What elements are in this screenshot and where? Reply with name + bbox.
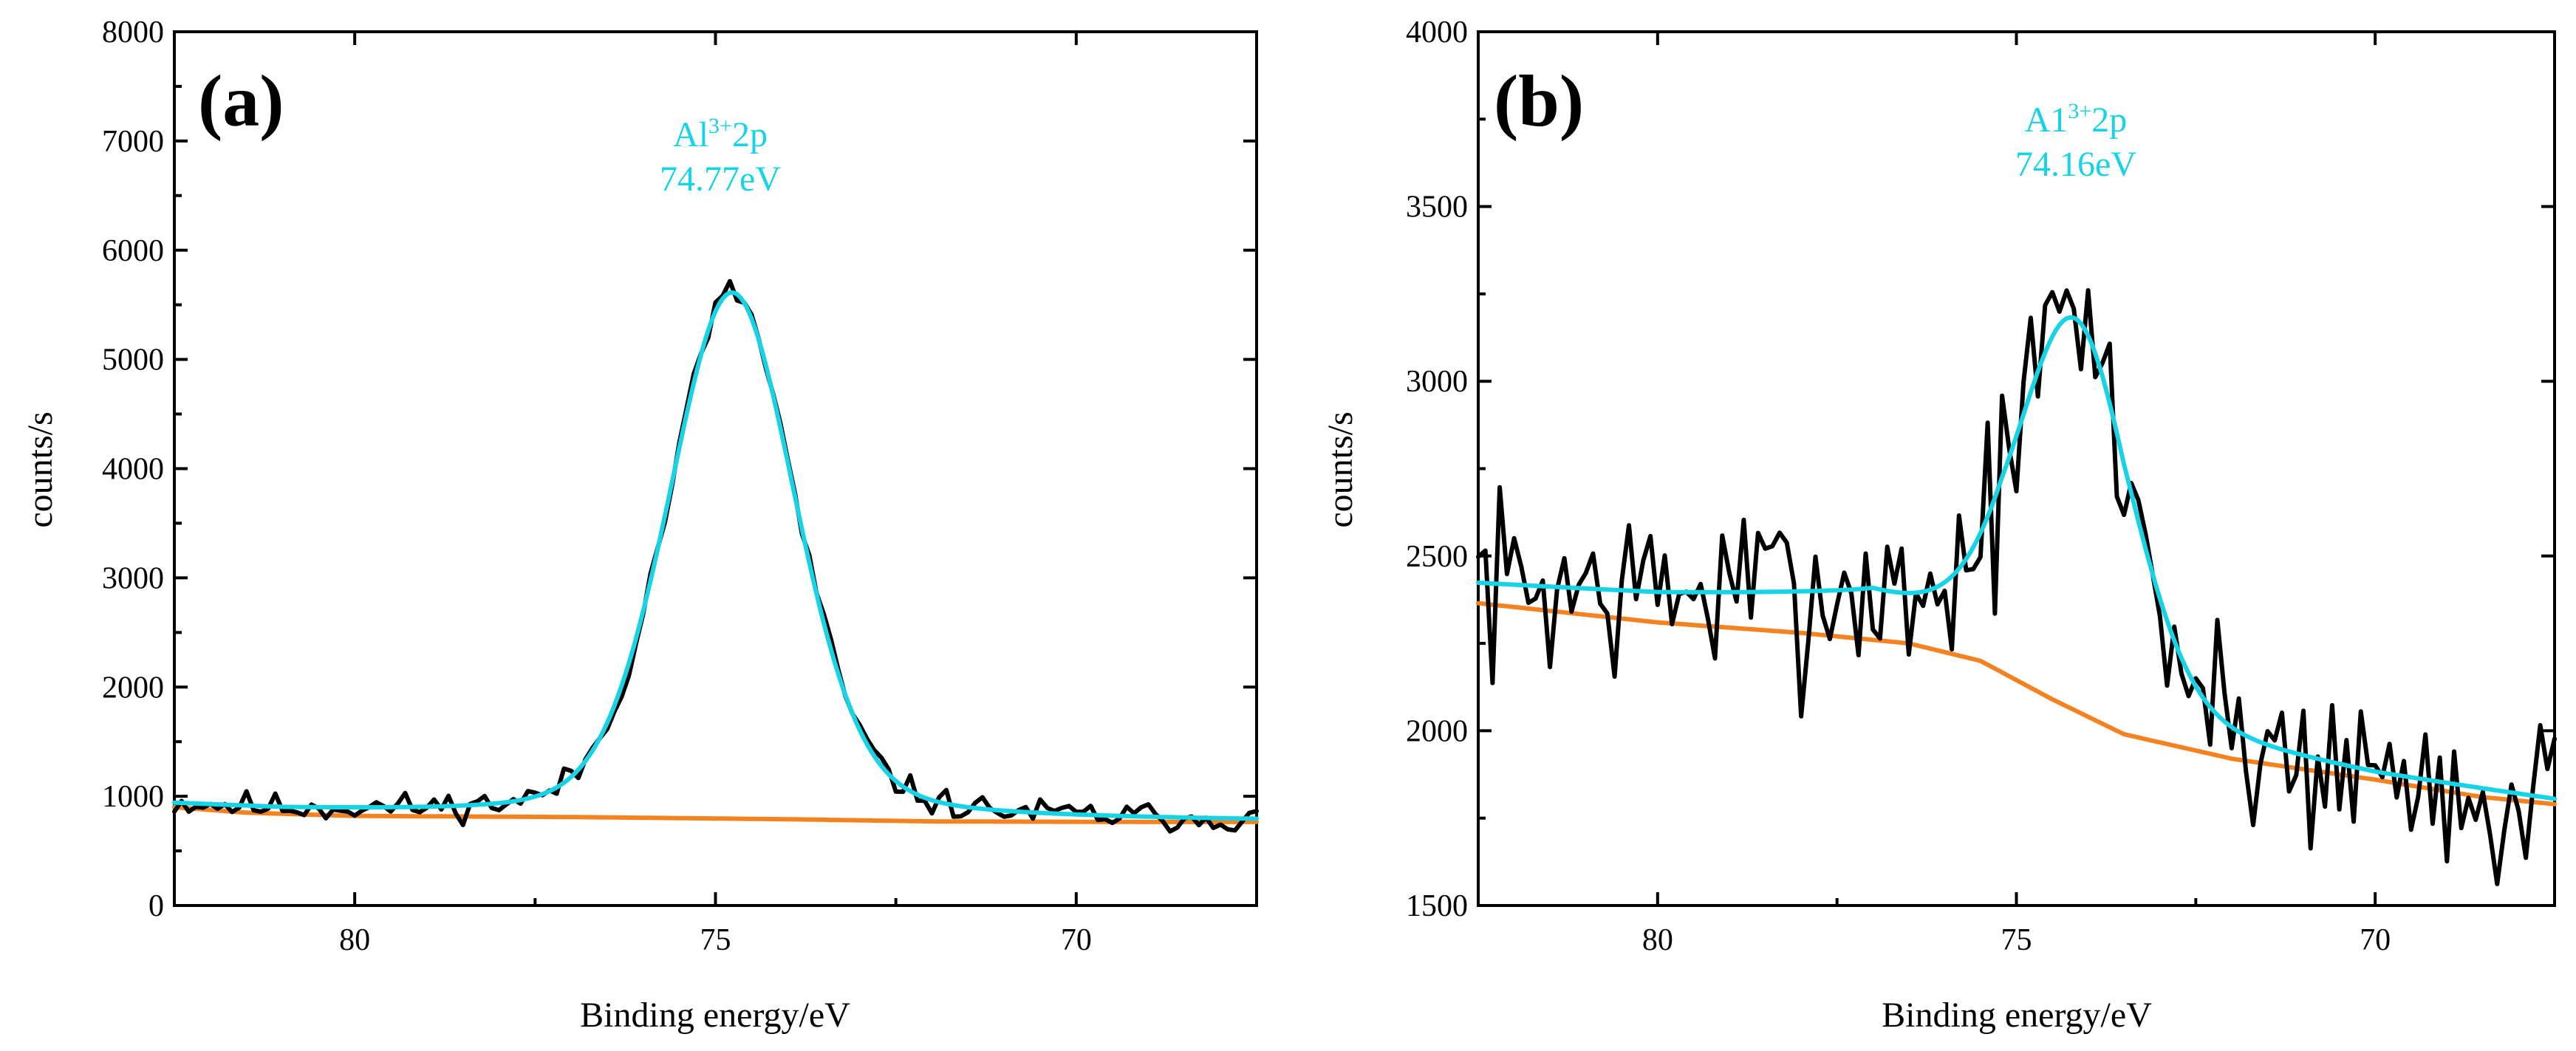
series-group-b <box>1476 288 2557 886</box>
series-line-background <box>1476 600 2557 807</box>
x-tick-label: 80 <box>1642 923 1673 957</box>
annotation-energy-a: 74.77eV <box>660 160 781 199</box>
y-tick-label: 4000 <box>1406 16 1468 49</box>
y-tick-label: 3000 <box>102 561 164 595</box>
y-axis-title-b: counts/s <box>1321 411 1360 527</box>
annotation-orbital-a: 2p <box>732 115 768 154</box>
annotation-superscript-b: 3+ <box>2068 99 2091 123</box>
y-tick-label: 2000 <box>1406 714 1468 748</box>
annotation-element-b: A1 <box>2025 100 2068 140</box>
annotation-element-a: Al <box>673 115 708 154</box>
series-group-a <box>172 278 1259 834</box>
y-tick-label: 7000 <box>102 125 164 159</box>
y-tick-label: 3000 <box>1406 365 1468 399</box>
y-tick-label: 6000 <box>102 234 164 268</box>
panel-label-b: (b) <box>1494 60 1584 142</box>
panel-b: 80 75 70 1500 2000 2500 3000 3500 4000 (b) A13+2… <box>1321 16 2557 1035</box>
x-axis-title-a: Binding energy/eV <box>580 996 850 1035</box>
y-tick-label: 1500 <box>1406 889 1468 923</box>
ticks-group-b: 80 75 70 1500 2000 2500 3000 3500 4000 <box>1406 16 2556 957</box>
annotation-energy-b: 74.16eV <box>2015 145 2136 184</box>
x-tick-label: 70 <box>1061 923 1092 957</box>
panel-a: 80 75 70010002000300040005000600070008000 … <box>21 16 1259 1035</box>
panel-label-a: (a) <box>198 60 284 142</box>
y-tick-label: 1000 <box>102 780 164 814</box>
y-tick-label: 4000 <box>102 453 164 487</box>
peak-annotation-a: Al3+2p <box>673 114 768 154</box>
y-tick-label: 0 <box>148 889 164 923</box>
y-tick-label: 8000 <box>102 16 164 49</box>
x-tick-label: 75 <box>700 923 731 957</box>
y-tick-label: 5000 <box>102 343 164 377</box>
y-axis-title-a: counts/s <box>21 411 60 527</box>
series-line-raw-counts <box>1476 288 2557 886</box>
x-tick-label: 70 <box>2360 923 2391 957</box>
series-line-fitted-peak <box>1476 315 2557 801</box>
annotation-orbital-b: 2p <box>2091 100 2127 140</box>
x-tick-label: 80 <box>339 923 370 957</box>
y-tick-label: 3500 <box>1406 191 1468 225</box>
y-tick-label: 2500 <box>1406 540 1468 574</box>
peak-annotation-b: A13+2p <box>2025 99 2128 140</box>
annotation-superscript-a: 3+ <box>708 114 732 138</box>
series-line-fitted-peak <box>172 290 1259 821</box>
series-line-raw-counts <box>172 278 1259 834</box>
x-axis-title-b: Binding energy/eV <box>1882 996 2152 1035</box>
x-tick-label: 75 <box>2001 923 2032 957</box>
y-tick-label: 2000 <box>102 671 164 705</box>
ticks-group-a: 80 75 70 0 1000 2000 3000 4000 5000 6000 7000 8000 <box>102 16 1258 957</box>
